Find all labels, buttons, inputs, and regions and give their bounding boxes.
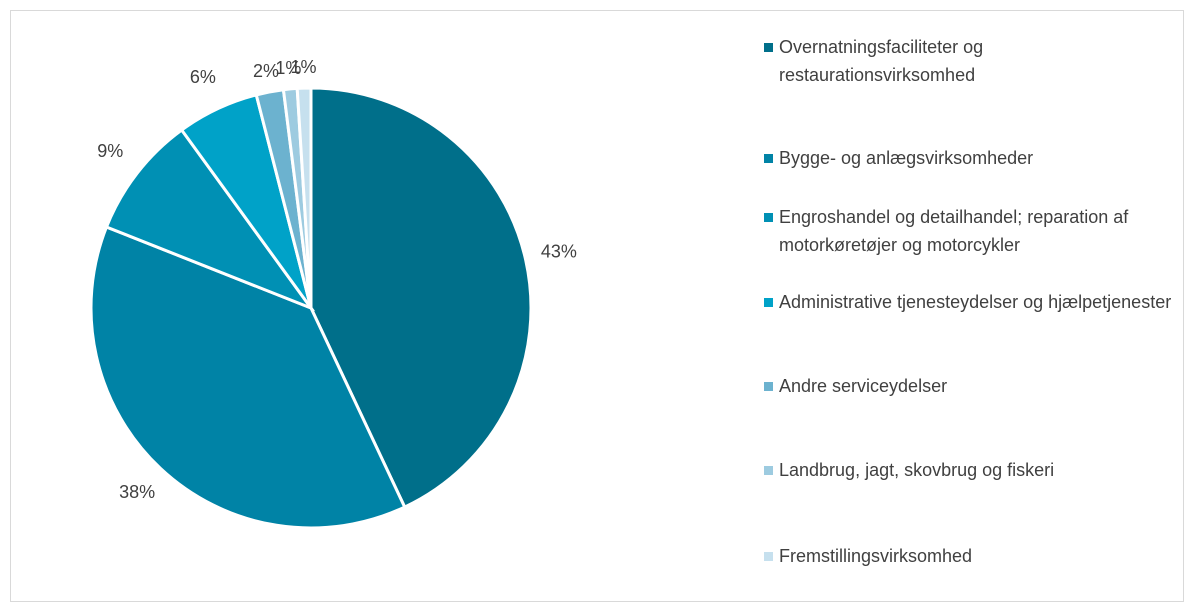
legend-item: Engroshandel og detailhandel; reparation… (764, 203, 1184, 259)
legend-label: Bygge- og anlægsvirksomheder (779, 148, 1034, 168)
data-label: 43% (541, 241, 577, 261)
legend-item: Administrative tjenesteydelser og hjælpe… (764, 288, 1184, 316)
legend-label: Engroshandel og detailhandel; reparation… (779, 207, 1129, 255)
legend-label: Fremstillingsvirksomhed (779, 546, 973, 566)
pie-slice (295, 86, 313, 309)
legend-item: Fremstillingsvirksomhed (764, 542, 1184, 570)
data-label: 1% (275, 58, 301, 78)
data-label: 2% (253, 61, 279, 81)
legend-label: Overnatningsfaciliteter og restaurations… (779, 37, 984, 85)
data-label: 9% (97, 141, 123, 161)
pie-slice (104, 127, 316, 312)
data-label: 1% (290, 57, 316, 77)
legend-swatch (764, 213, 773, 222)
legend-swatch (764, 154, 773, 163)
pie-slice (89, 225, 407, 530)
legend-swatch (764, 466, 773, 475)
legend-item: Bygge- og anlægsvirksomheder (764, 144, 1184, 172)
legend-item: Overnatningsfaciliteter og restaurations… (764, 33, 1184, 89)
legend-label: Landbrug, jagt, skovbrug og fiskeri (779, 460, 1055, 480)
legend-swatch (764, 552, 773, 561)
frame (10, 10, 1184, 602)
legend-swatch (764, 43, 773, 52)
legend-label: Andre serviceydelser (779, 376, 948, 396)
data-label: 38% (119, 482, 155, 502)
data-label: 6% (190, 67, 216, 87)
legend-swatch (764, 382, 773, 391)
legend-item: Andre serviceydelser (764, 372, 1184, 400)
legend-label: Administrative tjenesteydelser og hjælpe… (779, 292, 1172, 312)
legend-item: Landbrug, jagt, skovbrug og fiskeri (764, 456, 1184, 484)
pie-slice (309, 86, 533, 510)
legend-swatch (764, 298, 773, 307)
